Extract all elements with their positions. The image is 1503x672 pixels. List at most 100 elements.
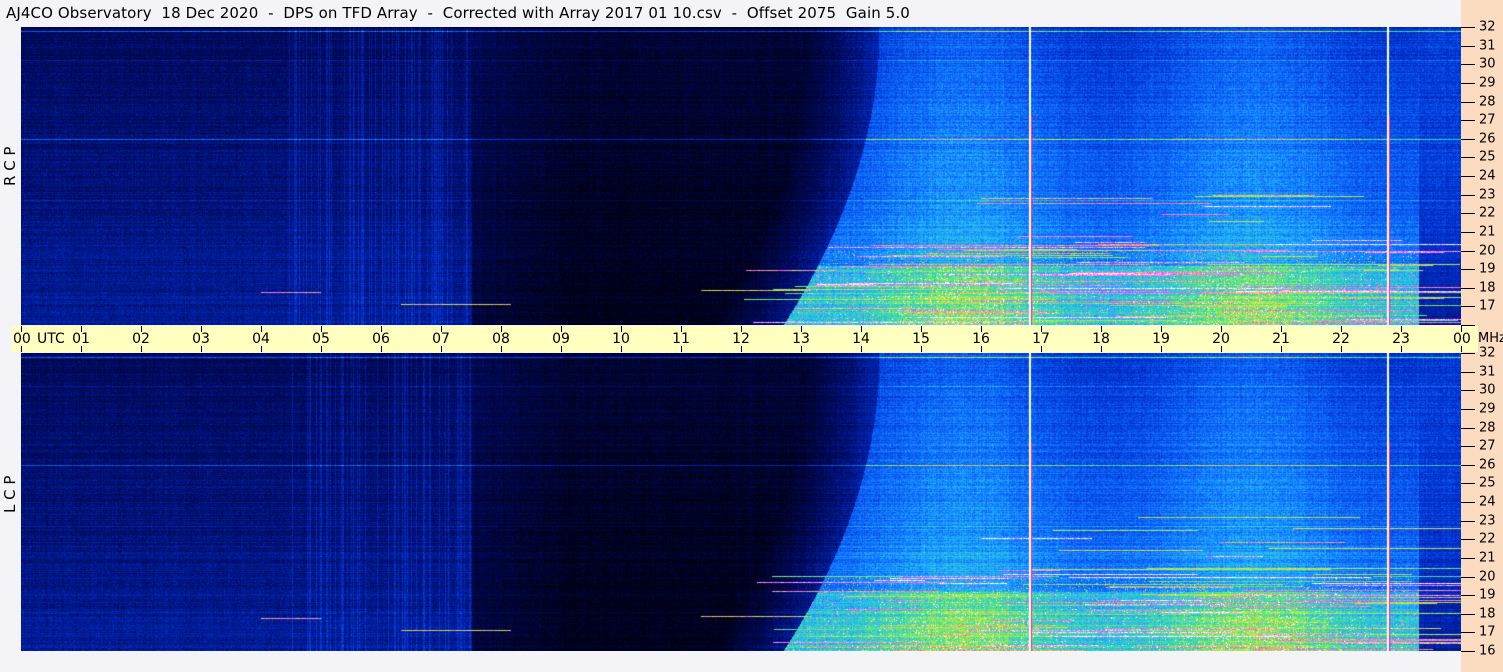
y-tick-label: 25: [1479, 475, 1496, 491]
x-tick-mark: [801, 326, 802, 332]
spectrogram-lcp-canvas: [21, 353, 1461, 651]
y-tick-mark: [1461, 521, 1475, 522]
y-tick-label: 28: [1479, 94, 1496, 109]
y-tick-mark: [1461, 539, 1475, 540]
y-tick-label: 22: [1479, 531, 1496, 547]
y-tick-mark: [1461, 251, 1475, 252]
x-tick-label: 17: [1032, 331, 1050, 347]
x-tick-mark: [1101, 346, 1102, 352]
y-tick-mark: [1461, 428, 1475, 429]
x-tick-label: 03: [192, 331, 210, 347]
y-tick-mark: [1461, 372, 1475, 373]
x-tick-mark: [1401, 346, 1402, 352]
polarization-label-lcp: L C P: [1, 475, 19, 513]
y-tick-label: 32: [1479, 19, 1496, 35]
x-tick-mark: [921, 346, 922, 352]
y-tick-label: 24: [1479, 168, 1496, 184]
y-tick-mark: [1461, 446, 1475, 447]
y-tick-mark: [1461, 483, 1475, 484]
y-tick-mark: [1461, 409, 1475, 410]
x-tick-label: 14: [852, 331, 870, 347]
spectrogram-rcp-canvas: [21, 27, 1461, 325]
polarization-label-rcp: R C P: [1, 146, 19, 186]
y-tick-label: 27: [1479, 112, 1496, 128]
x-tick-mark: [261, 346, 262, 352]
y-tick-label: 23: [1479, 187, 1496, 203]
y-tick-label: 22: [1479, 205, 1496, 221]
x-tick-label: 06: [372, 331, 390, 347]
y-tick-label: 31: [1479, 38, 1496, 54]
y-tick-label: 27: [1479, 438, 1496, 454]
y-tick-label: 16: [1479, 643, 1496, 659]
x-tick-label: 20: [1212, 331, 1230, 347]
x-tick-label: 22: [1332, 331, 1350, 347]
y-tick-label: 17: [1479, 298, 1496, 314]
x-tick-mark: [381, 326, 382, 332]
x-tick-mark: [1041, 326, 1042, 332]
y-tick-mark: [1461, 353, 1475, 354]
y-axis-unit-label: MHz: [1478, 331, 1503, 346]
x-tick-label: 11: [672, 331, 690, 347]
chart-title: AJ4CO Observatory 18 Dec 2020 - DPS on T…: [6, 4, 910, 22]
x-tick-mark: [81, 346, 82, 352]
x-tick-label: 19: [1152, 331, 1170, 347]
y-tick-label: 32: [1479, 345, 1496, 361]
x-tick-mark: [681, 326, 682, 332]
x-tick-mark: [741, 326, 742, 332]
y-tick-label: 21: [1479, 550, 1496, 566]
x-tick-label: 12: [732, 331, 750, 347]
x-axis-label: UTC: [37, 331, 65, 347]
y-tick-mark: [1461, 27, 1475, 28]
time-axis-bar: [12, 326, 1478, 352]
x-tick-mark: [1341, 326, 1342, 332]
x-tick-label: 01: [72, 331, 90, 347]
x-tick-mark: [321, 326, 322, 332]
y-tick-label: 20: [1479, 569, 1496, 584]
x-tick-mark: [201, 346, 202, 352]
x-tick-label: 10: [612, 331, 630, 347]
x-tick-mark: [1401, 326, 1402, 332]
y-tick-label: 26: [1479, 457, 1496, 473]
x-tick-label: 08: [492, 331, 510, 347]
y-tick-label: 30: [1479, 56, 1496, 72]
x-tick-label: 16: [972, 331, 990, 347]
x-tick-mark: [1221, 346, 1222, 352]
x-tick-mark: [1341, 346, 1342, 352]
y-tick-mark: [1461, 102, 1475, 103]
x-tick-mark: [801, 346, 802, 352]
x-tick-label: 00: [13, 331, 31, 347]
y-tick-label: 26: [1479, 131, 1496, 147]
y-tick-mark: [1461, 64, 1475, 65]
y-tick-label: 18: [1479, 606, 1496, 622]
y-tick-label: 19: [1479, 261, 1496, 277]
x-tick-mark: [621, 346, 622, 352]
x-tick-label: 05: [312, 331, 330, 347]
x-tick-label: 15: [912, 331, 930, 347]
x-tick-mark: [261, 326, 262, 332]
y-tick-mark: [1461, 120, 1475, 121]
x-tick-mark: [201, 326, 202, 332]
x-tick-mark: [861, 326, 862, 332]
x-tick-mark: [1221, 326, 1222, 332]
y-tick-mark: [1461, 83, 1475, 84]
x-tick-label: 18: [1092, 331, 1110, 347]
x-tick-mark: [741, 346, 742, 352]
x-tick-mark: [861, 346, 862, 352]
x-tick-label: 00: [1453, 331, 1471, 347]
y-tick-label: 25: [1479, 149, 1496, 165]
x-tick-mark: [1461, 346, 1462, 352]
x-tick-label: 04: [252, 331, 270, 347]
x-tick-mark: [561, 346, 562, 352]
y-tick-mark: [1461, 577, 1475, 578]
x-tick-mark: [621, 326, 622, 332]
x-tick-label: 02: [132, 331, 150, 347]
y-tick-mark: [1461, 232, 1475, 233]
x-tick-mark: [381, 346, 382, 352]
x-tick-mark: [1161, 346, 1162, 352]
x-tick-mark: [981, 346, 982, 352]
y-tick-mark: [1461, 46, 1475, 47]
y-tick-mark: [1461, 213, 1475, 214]
y-tick-label: 24: [1479, 494, 1496, 510]
y-tick-label: 18: [1479, 280, 1496, 296]
y-tick-label: 30: [1479, 382, 1496, 398]
